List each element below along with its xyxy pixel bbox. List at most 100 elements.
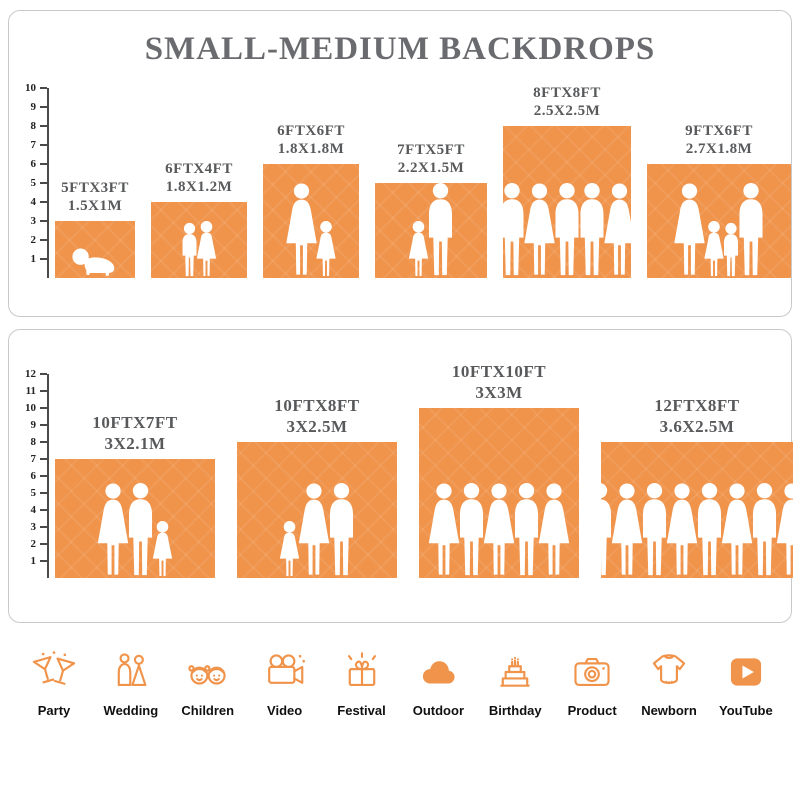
category-festival: Festival — [326, 649, 398, 718]
category-label: Children — [181, 703, 235, 718]
ruler-tick — [40, 258, 47, 260]
child-f-silhouette — [193, 220, 220, 278]
size-chart-top: 1 2 3 4 5 6 7 8 9 10 5FTX3FT 1.5X1M 6FTX4FT 1.8X1.2M 6… — [19, 78, 791, 278]
ruler-number: 1 — [30, 555, 37, 567]
ruler-tick — [40, 509, 47, 511]
ruler-tick — [40, 106, 47, 108]
backdrop-size-label: 12FTX8FT 3.6X2.5M — [654, 395, 739, 438]
size-ft-text: 10FTX8FT — [274, 395, 360, 415]
backdrop-size-infographic: SMALL-MEDIUM BACKDROPS 1 2 3 4 5 6 7 8 9 10 5FTX3F… — [0, 10, 800, 718]
ruler-number: 2 — [30, 538, 37, 550]
adult-f-silhouette — [295, 482, 333, 578]
category-outdoor: Outdoor — [402, 649, 474, 718]
adult-silhouette — [551, 182, 584, 278]
adult-f-silhouette — [94, 482, 132, 578]
ruler-tick — [40, 390, 47, 392]
size-ft-text: 8FTX8FT — [533, 84, 601, 101]
ruler-tick — [40, 475, 47, 477]
ruler-number: 3 — [30, 521, 37, 533]
size-ft-text: 10FTX10FT — [451, 361, 547, 381]
size-ft-text: 6FTX4FT — [165, 160, 233, 177]
adult-silhouette — [124, 482, 157, 578]
ruler-tick — [40, 201, 47, 203]
size-m-text: 2.5X2.5M — [533, 103, 601, 120]
adult-silhouette — [735, 182, 768, 278]
newborn-icon — [646, 649, 692, 695]
category-label: Outdoor — [412, 703, 464, 718]
category-label: Birthday — [488, 703, 542, 718]
adult-silhouette — [638, 482, 671, 578]
adult-silhouette — [424, 182, 457, 278]
ruler-tick — [40, 543, 47, 545]
page-title: SMALL-MEDIUM BACKDROPS — [144, 31, 656, 67]
category-label: YouTube — [719, 703, 773, 718]
adult-f-silhouette — [718, 482, 756, 578]
backdrop-rect — [647, 164, 791, 278]
ruler-tick — [40, 144, 47, 146]
backdrop-rect — [587, 442, 800, 578]
size-chart-bottom: 1 2 3 4 5 6 7 8 9 10 11 12 10FTX7FT 3X2.1M 10FTX8FT 3X2… — [19, 356, 800, 578]
people-silhouettes — [279, 482, 354, 578]
children-icon — [185, 649, 231, 695]
ruler-tick — [40, 220, 47, 222]
category-newborn: Newborn — [633, 649, 705, 718]
backdrop-row: 5FTX3FT 1.5X1M 6FTX4FT 1.8X1.2M 6FTX6FT 1.8X1… — [55, 84, 791, 278]
size-m-text: 3X2.1M — [104, 433, 166, 453]
ruler-number: 8 — [30, 120, 37, 132]
backdrop-rect — [263, 164, 359, 278]
ruler-tick — [40, 424, 47, 426]
adult-f-silhouette — [521, 182, 559, 278]
people-silhouettes — [408, 182, 453, 278]
category-party: Party — [18, 649, 90, 718]
ruler-number: 9 — [30, 419, 37, 431]
ruler-number: 10 — [25, 402, 36, 414]
size-m-text: 3X3M — [475, 382, 523, 402]
backdrop-size-label: 10FTX8FT 3X2.5M — [274, 395, 359, 438]
adult-f-silhouette — [773, 482, 800, 578]
backdrop-size-label: 6FTX6FT 1.8X1.8M — [277, 122, 345, 160]
backdrop-size-label: 7FTX5FT 2.2X1.5M — [397, 141, 465, 179]
category-label: Product — [567, 703, 617, 718]
people-silhouettes — [286, 182, 336, 278]
ruler-number: 1 — [30, 253, 37, 265]
ruler-number: 4 — [30, 196, 37, 208]
ruler-number: 11 — [25, 385, 36, 397]
people-silhouettes — [72, 245, 116, 278]
ruler-number: 6 — [30, 158, 37, 170]
backdrop-rect — [55, 459, 215, 578]
ruler-tick — [40, 441, 47, 443]
adult-silhouette — [496, 182, 529, 278]
adult-silhouette — [510, 482, 543, 578]
backdrop: 9FTX6FT 2.7X1.8M — [647, 122, 791, 278]
ruler-tick — [40, 87, 47, 89]
backdrop-rect — [500, 126, 635, 278]
category-label: Newborn — [641, 703, 697, 718]
ruler-number: 7 — [30, 139, 37, 151]
backdrop: 10FTX8FT 3X2.5M — [237, 395, 397, 578]
backdrop-size-label: 5FTX3FT 1.5X1M — [61, 179, 129, 217]
size-m-text: 2.7X1.8M — [685, 141, 753, 158]
ruler-tick — [40, 182, 47, 184]
backdrop: 8FTX8FT 2.5X2.5M — [500, 84, 635, 278]
child-f-silhouette — [701, 220, 728, 278]
ruler-number: 2 — [30, 234, 37, 246]
adult-f-silhouette — [671, 182, 709, 278]
backdrop-size-label: 6FTX4FT 1.8X1.2M — [165, 160, 233, 198]
category-children: Children — [172, 649, 244, 718]
child-f-silhouette — [405, 220, 432, 278]
adult-f-silhouette — [608, 482, 646, 578]
adult-f-silhouette — [480, 482, 518, 578]
birthday-icon — [492, 649, 538, 695]
bottom-panel: 1 2 3 4 5 6 7 8 9 10 11 12 10FTX7FT 3X2.1M 10FTX8FT 3X2… — [8, 329, 800, 623]
category-birthday: Birthday — [479, 649, 551, 718]
category-label: Video — [267, 703, 303, 718]
ruler-number: 7 — [30, 453, 37, 465]
adult-silhouette — [325, 482, 358, 578]
category-wedding: Wedding — [95, 649, 167, 718]
child-f-silhouette — [313, 220, 340, 278]
people-silhouettes — [587, 482, 800, 578]
product-icon — [569, 649, 615, 695]
ruler: 1 2 3 4 5 6 7 8 9 10 11 12 — [23, 368, 49, 578]
baby-silhouette — [70, 245, 120, 278]
child-silhouette — [720, 222, 743, 278]
